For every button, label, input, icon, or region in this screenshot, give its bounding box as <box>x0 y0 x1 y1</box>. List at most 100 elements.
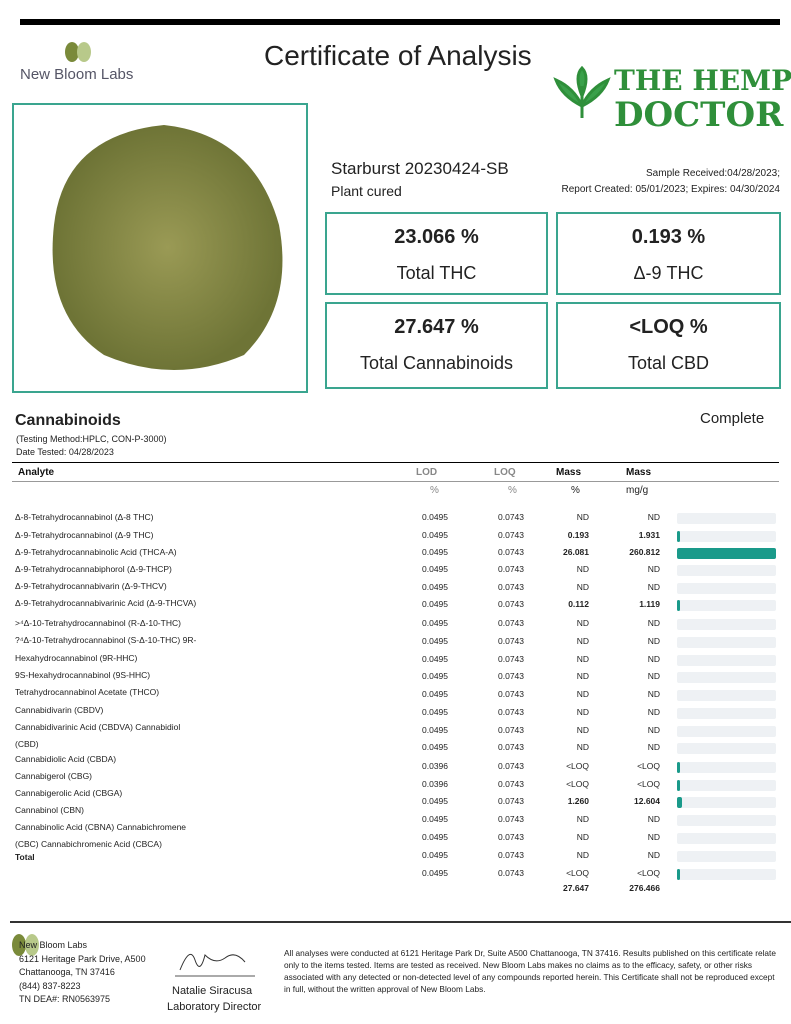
cell: 0.0743 <box>498 547 524 557</box>
cell: 0.0495 <box>422 868 448 878</box>
cell: 0.193 <box>567 530 589 540</box>
total-cell: 276.466 <box>629 883 660 893</box>
cell: 26.081 <box>563 547 589 557</box>
title: Certificate of Analysis <box>264 40 532 71</box>
cell: ND <box>647 564 660 574</box>
analyte: Cannabidivarin (CBDV) <box>15 705 104 715</box>
cell: 0.0495 <box>422 618 448 628</box>
cell: 0.0495 <box>422 547 448 557</box>
cell: 0.0743 <box>498 779 524 789</box>
cell: 0.0743 <box>498 618 524 628</box>
cell: 12.604 <box>634 796 660 806</box>
cell: 0.0495 <box>422 512 448 522</box>
disclaimer: All analyses were conducted at 6121 Heri… <box>284 948 776 994</box>
cell: 0.0743 <box>498 868 524 878</box>
footer-logo <box>12 934 39 956</box>
cell: 0.0495 <box>422 832 448 842</box>
cell: 1.260 <box>567 796 589 806</box>
column-header: LOD <box>416 467 438 478</box>
summary-value: 0.193 % <box>631 226 706 248</box>
cell: 0.0743 <box>498 725 524 735</box>
cell: 0.0743 <box>498 599 524 609</box>
cell: 0.0743 <box>498 689 524 699</box>
cell: ND <box>647 671 660 681</box>
column-header: Analyte <box>18 467 55 478</box>
cell: 0.0743 <box>498 761 524 771</box>
method: (Testing Method:HPLC, CON-P-3000) <box>16 434 167 444</box>
sample-type: Plant cured <box>331 183 402 199</box>
analyte: Δ-9-Tetrahydrocannabivarinic Acid (Δ-9-T… <box>15 598 197 608</box>
column-header: LOQ <box>494 467 516 478</box>
sample-name: Starburst 20230424-SB <box>331 159 509 178</box>
cell: 0.0743 <box>498 796 524 806</box>
analyte: Cannabigerol (CBG) <box>15 771 93 781</box>
cell: 0.0743 <box>498 636 524 646</box>
bar-track <box>677 743 776 754</box>
cell: 0.0495 <box>422 654 448 664</box>
address-line: TN DEA#: RN0563975 <box>19 994 111 1004</box>
cell: 0.0495 <box>422 564 448 574</box>
cell: ND <box>647 742 660 752</box>
cell: 0.112 <box>568 599 589 609</box>
bar-track <box>677 815 776 826</box>
cell: 0.0495 <box>422 636 448 646</box>
analyte: Cannabidiolic Acid (CBDA) <box>15 754 117 764</box>
footer-rule <box>10 921 791 923</box>
cell: 0.0743 <box>498 654 524 664</box>
unit: % <box>508 485 517 496</box>
cell: 0.0743 <box>498 671 524 681</box>
summary-box: <LOQ % Total CBD <box>556 302 781 389</box>
cell: 0.0743 <box>498 850 524 860</box>
unit: mg/g <box>626 485 649 496</box>
cell: 0.0495 <box>422 671 448 681</box>
rule <box>12 481 779 482</box>
analyte: ?⁴Δ-10-Tetrahydrocannabinol (S-Δ-10-THC)… <box>15 635 197 645</box>
rule <box>12 462 779 463</box>
address-line: New Bloom Labs <box>19 940 88 950</box>
summary-label: Δ-9 THC <box>633 263 704 283</box>
column-header: Mass <box>626 467 652 478</box>
cell: 0.0743 <box>498 582 524 592</box>
cell: 0.0495 <box>422 850 448 860</box>
bar-track <box>677 672 776 683</box>
bar <box>677 797 682 808</box>
analyte: Cannabigerolic Acid (CBGA) <box>15 788 123 798</box>
cell: 0.0743 <box>498 564 524 574</box>
cell: <LOQ <box>637 761 660 771</box>
signer: Natalie Siracusa <box>172 985 253 997</box>
cell: ND <box>647 654 660 664</box>
cell: <LOQ <box>566 779 589 789</box>
cell: 0.0743 <box>498 512 524 522</box>
analyte: (CBD) <box>15 739 39 749</box>
bar-track <box>677 869 776 880</box>
cell: 0.0743 <box>498 707 524 717</box>
address-line: Chattanooga, TN 37416 <box>19 967 115 977</box>
bar-track <box>677 565 776 576</box>
cell: ND <box>647 814 660 824</box>
bar-track <box>677 583 776 594</box>
analyte: Δ-9-Tetrahydrocannabinolic Acid (THCA-A) <box>15 547 177 557</box>
cell: 0.0396 <box>422 761 448 771</box>
cell: ND <box>647 850 660 860</box>
unit: % <box>571 485 580 496</box>
cell: ND <box>576 814 589 824</box>
analyte: Δ-9-Tetrahydrocannabinol (Δ-9 THC) <box>15 530 154 540</box>
bar <box>677 869 680 880</box>
cell: ND <box>647 636 660 646</box>
analyte: Cannabinol (CBN) <box>15 805 84 815</box>
summary-box: 23.066 % Total THC <box>325 212 548 295</box>
bar-track <box>677 797 776 808</box>
cell: ND <box>576 742 589 752</box>
cell: ND <box>647 582 660 592</box>
cell: ND <box>576 564 589 574</box>
bar <box>677 600 680 611</box>
analyte: Tetrahydrocannabinol Acetate (THCO) <box>15 687 160 697</box>
bar <box>677 762 680 773</box>
total-cell: 27.647 <box>563 883 589 893</box>
bar <box>677 548 776 559</box>
section-status: Complete <box>700 410 765 427</box>
cell: ND <box>647 512 660 522</box>
cell: 0.0743 <box>498 832 524 842</box>
top-rule <box>20 19 780 25</box>
cell: 0.0495 <box>422 582 448 592</box>
